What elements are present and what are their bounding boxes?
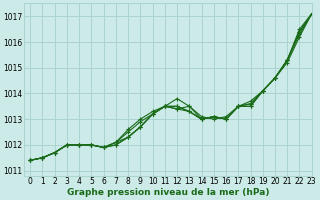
X-axis label: Graphe pression niveau de la mer (hPa): Graphe pression niveau de la mer (hPa) (67, 188, 269, 197)
